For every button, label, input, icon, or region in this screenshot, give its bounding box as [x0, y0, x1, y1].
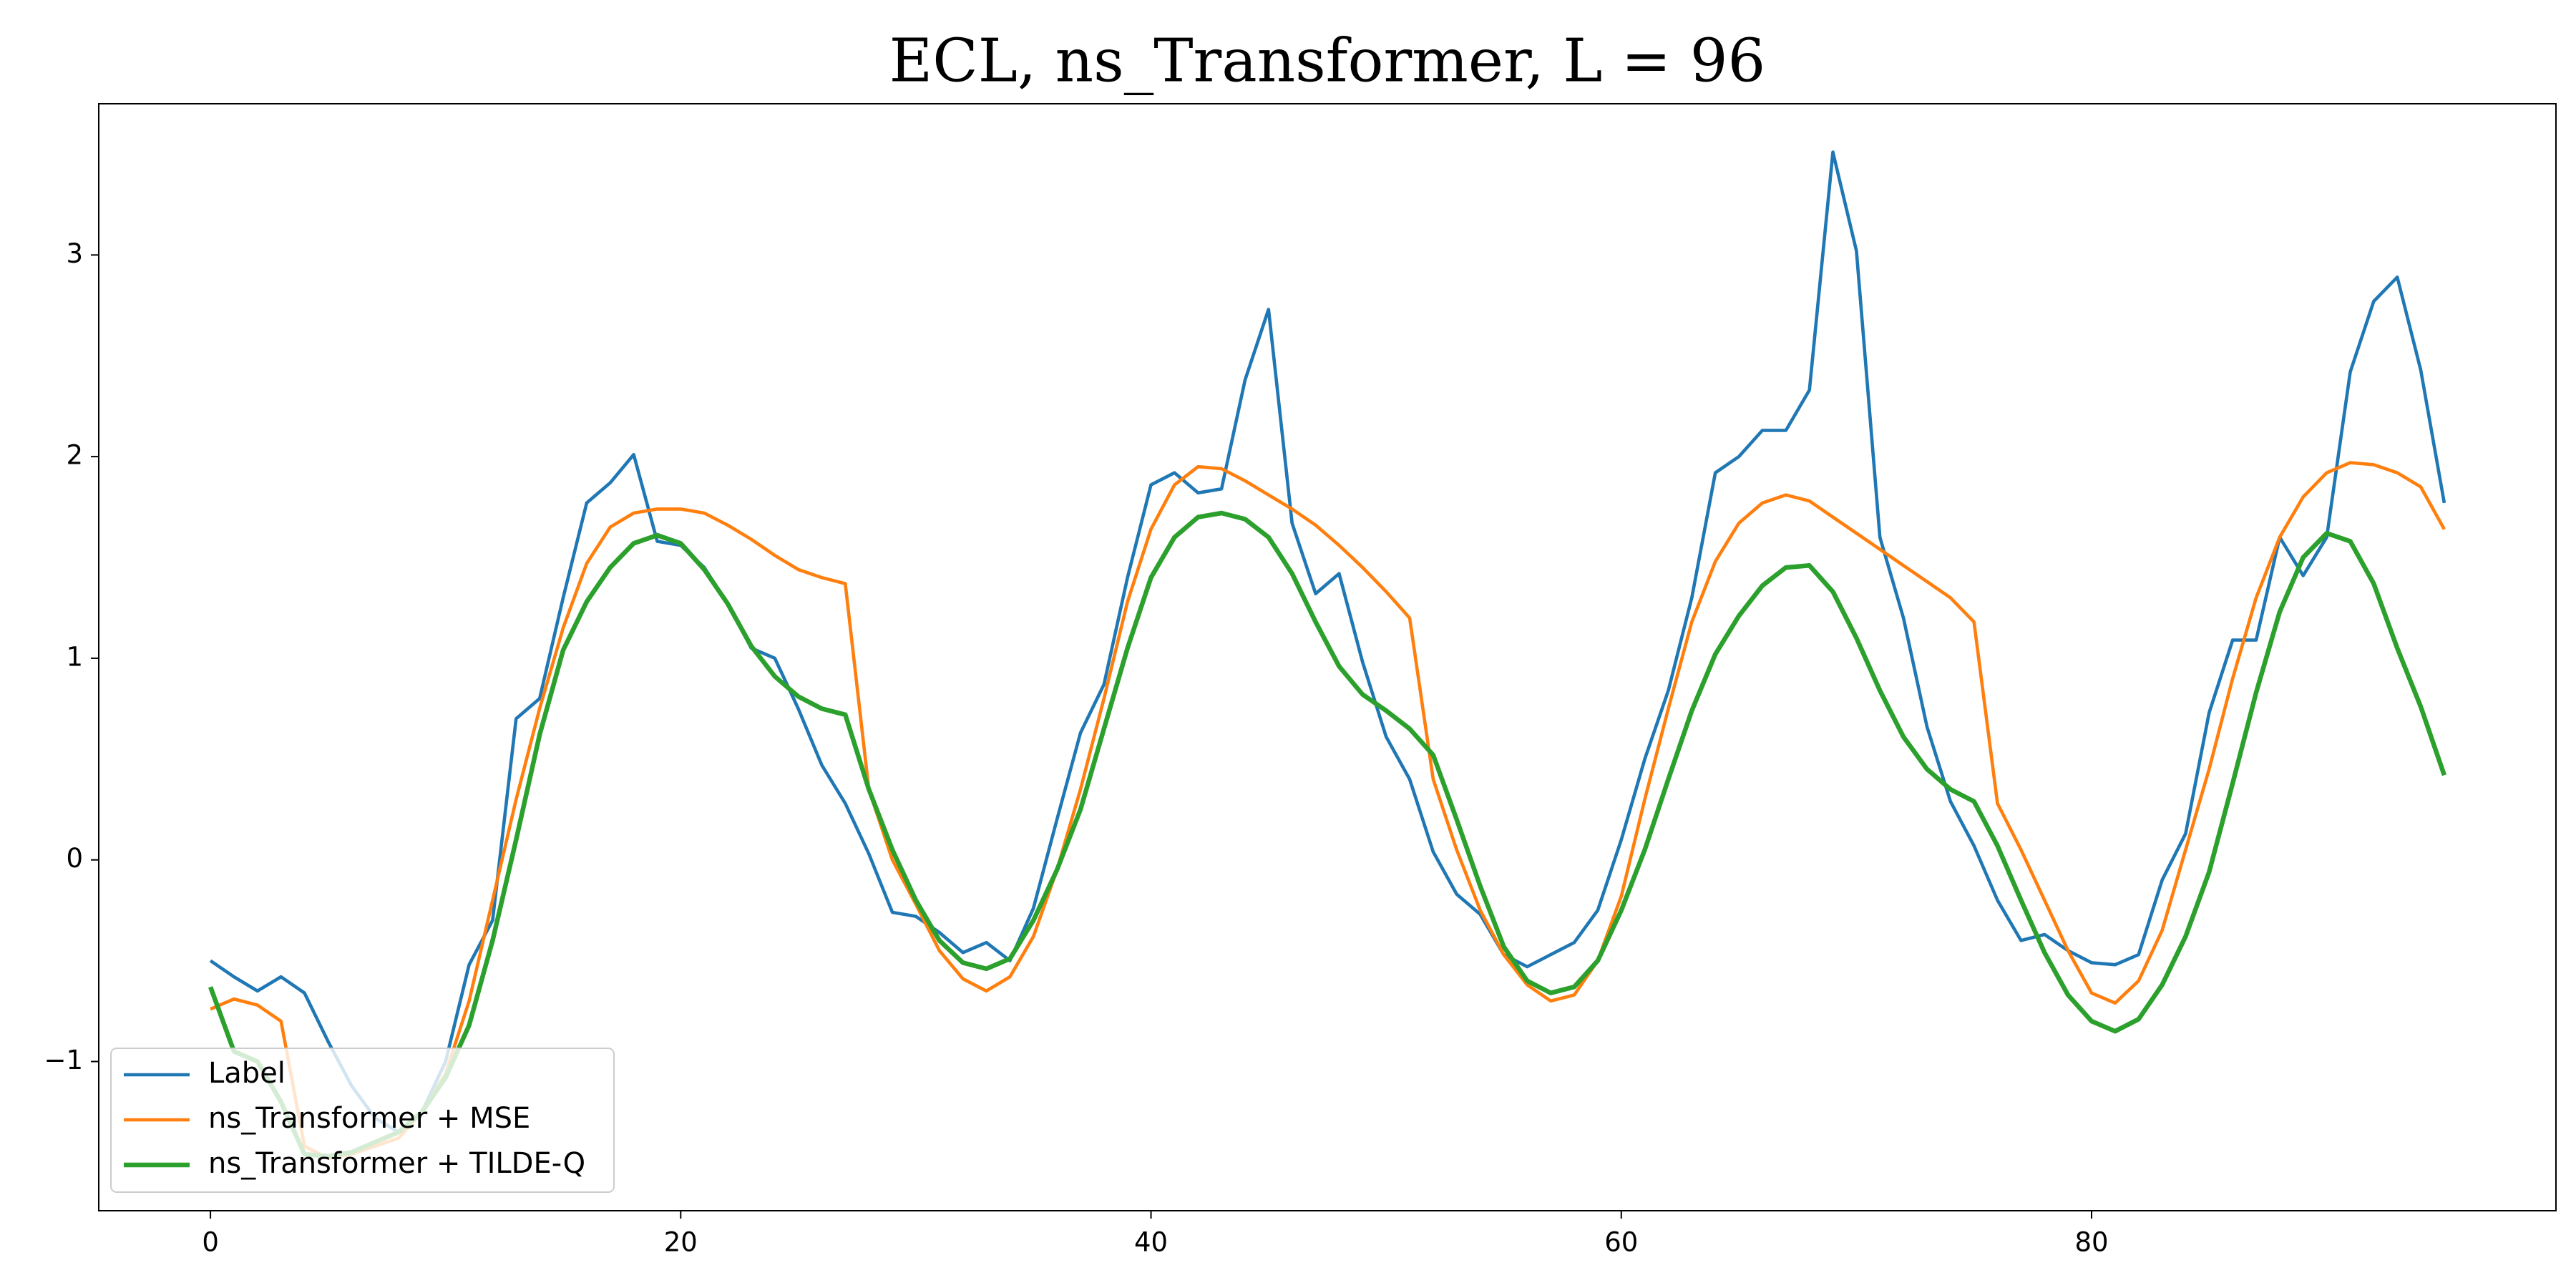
- plot-frame: [98, 103, 2557, 1211]
- chart-title: ECL, ns_Transformer, L = 96: [889, 26, 1766, 96]
- series-line: [209, 150, 2446, 1134]
- legend-label: ns_Transformer + TILDE-Q: [208, 1147, 585, 1180]
- y-tick-label: −1: [44, 1045, 83, 1075]
- legend-box: [110, 1048, 615, 1193]
- y-tick-label: 2: [66, 440, 83, 471]
- x-tick-label: 20: [664, 1227, 698, 1258]
- y-tick-label: 3: [66, 238, 83, 269]
- y-tick-label: 1: [66, 641, 83, 672]
- series-line: [208, 510, 2446, 1159]
- x-tick-label: 80: [2074, 1227, 2108, 1258]
- series-line: [210, 461, 2446, 1160]
- legend-label: ns_Transformer + MSE: [208, 1102, 530, 1135]
- x-tick-label: 60: [1604, 1227, 1638, 1258]
- legend-label: Label: [208, 1057, 286, 1090]
- y-tick-label: 0: [66, 843, 83, 874]
- x-tick-label: 0: [202, 1227, 219, 1258]
- legend: Label ns_Transformer + MSE ns_Transformer …: [110, 1048, 615, 1193]
- x-tick-label: 40: [1134, 1227, 1168, 1258]
